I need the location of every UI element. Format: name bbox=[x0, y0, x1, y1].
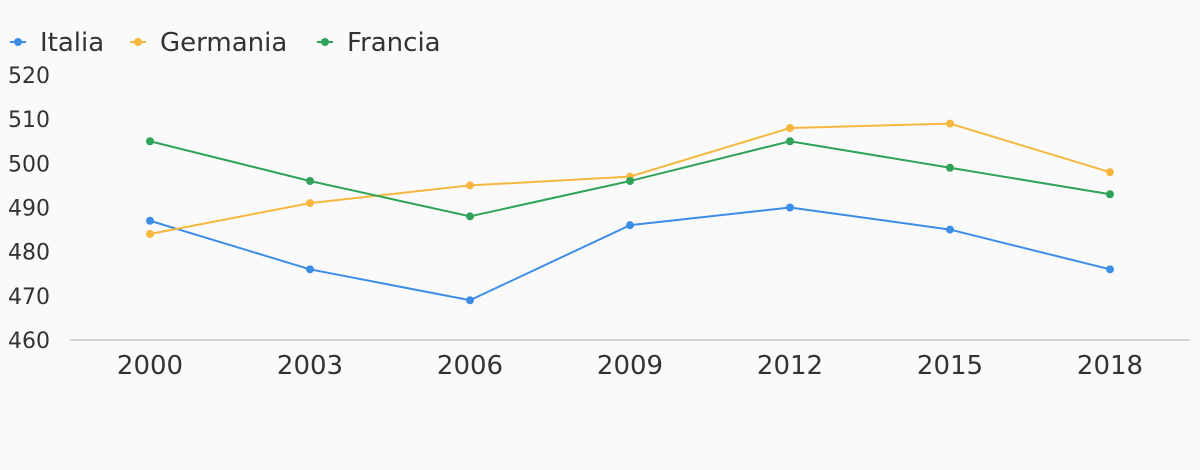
x-tick-label: 2015 bbox=[917, 351, 983, 381]
legend-marker-italia bbox=[14, 38, 22, 46]
data-point-francia bbox=[946, 163, 954, 172]
data-point-francia bbox=[466, 212, 474, 221]
legend-marker-germania bbox=[134, 38, 142, 46]
y-tick-label: 470 bbox=[8, 285, 50, 310]
legend: Italia Germania Francia bbox=[10, 28, 441, 58]
x-tick-label: 2012 bbox=[757, 351, 823, 381]
y-tick-label: 490 bbox=[8, 197, 50, 222]
data-point-germania bbox=[1106, 168, 1114, 177]
data-point-germania bbox=[466, 181, 474, 190]
data-point-germania bbox=[306, 199, 314, 208]
y-tick-label: 480 bbox=[8, 241, 50, 266]
data-point-francia bbox=[786, 137, 794, 146]
legend-marker-francia bbox=[321, 38, 329, 46]
legend-label-francia: Francia bbox=[347, 28, 441, 58]
y-axis: 460 470 480 490 500 510 520 bbox=[8, 64, 50, 354]
data-point-francia bbox=[1106, 190, 1114, 199]
x-tick-label: 2018 bbox=[1077, 351, 1143, 381]
data-point-italia bbox=[466, 296, 474, 305]
y-tick-label: 500 bbox=[8, 152, 50, 177]
data-point-italia bbox=[306, 265, 314, 274]
y-tick-label: 520 bbox=[8, 64, 50, 89]
data-point-francia bbox=[626, 177, 634, 185]
data-point-germania bbox=[146, 230, 154, 238]
data-point-francia bbox=[306, 177, 314, 185]
y-tick-label: 510 bbox=[8, 108, 50, 133]
legend-label-italia: Italia bbox=[40, 28, 104, 58]
series-group bbox=[146, 119, 1114, 305]
data-point-italia bbox=[1106, 265, 1114, 274]
data-point-italia bbox=[146, 216, 154, 225]
y-tick-label: 460 bbox=[8, 329, 50, 354]
legend-label-germania: Germania bbox=[160, 28, 287, 58]
data-point-germania bbox=[946, 119, 954, 128]
data-point-italia bbox=[786, 203, 794, 212]
x-tick-label: 2006 bbox=[437, 351, 503, 381]
data-point-italia bbox=[626, 221, 634, 230]
x-tick-label: 2000 bbox=[117, 351, 183, 381]
x-tick-label: 2003 bbox=[277, 351, 343, 381]
data-point-italia bbox=[946, 225, 954, 234]
x-axis: 2000 2003 2006 2009 2012 2015 2018 bbox=[117, 351, 1143, 381]
data-point-francia bbox=[146, 137, 154, 146]
data-point-germania bbox=[786, 124, 794, 132]
x-tick-label: 2009 bbox=[597, 351, 663, 381]
